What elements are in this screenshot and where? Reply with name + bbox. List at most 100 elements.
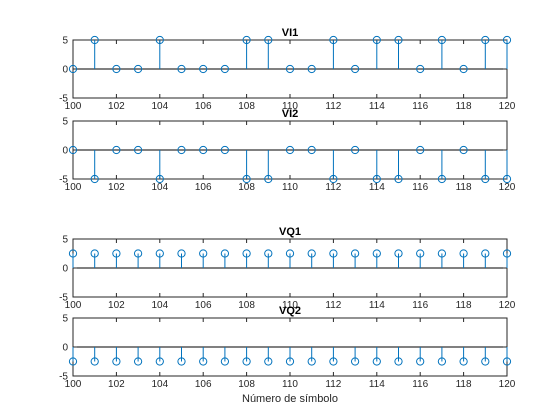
x-tick-label: 104 (151, 182, 168, 193)
x-tick-label: 102 (108, 300, 125, 311)
stem-marker (242, 35, 251, 45)
stem-marker (394, 357, 403, 366)
x-tick-label: 116 (412, 101, 428, 112)
stem-marker (307, 145, 316, 155)
x-tick-label: 110 (282, 101, 298, 112)
x-tick-label: 112 (325, 379, 341, 390)
x-tick-label: 100 (65, 101, 82, 112)
x-tick-label: 120 (499, 300, 516, 311)
x-tick-label: 110 (282, 182, 298, 193)
subplot-vq2: VQ2 100 102 104 106 108 110 112 114 116 118 120 5 0 -5 (59, 305, 516, 390)
subplot-title: VI2 (282, 108, 299, 120)
y-tick-label: -5 (59, 94, 68, 105)
subplot-title: VQ1 (279, 226, 301, 238)
stem-marker (372, 357, 381, 366)
stem-marker (134, 64, 143, 74)
x-tick-label: 108 (238, 182, 255, 193)
stem-marker (90, 35, 99, 45)
x-tick-label: 118 (456, 300, 472, 311)
stem-marker (329, 249, 338, 258)
x-tick-label: 120 (499, 379, 516, 390)
stem-marker (459, 249, 468, 258)
stem-marker (112, 64, 121, 74)
stem-marker (285, 145, 295, 155)
x-tick-label: 106 (195, 300, 212, 311)
x-tick-label: 112 (325, 300, 341, 311)
stem-marker (134, 249, 143, 258)
x-tick-label: 108 (238, 300, 255, 311)
y-tick-label: 5 (62, 235, 68, 246)
x-tick-label: 118 (456, 379, 472, 390)
stem-marker (68, 145, 78, 155)
stem-marker (394, 174, 403, 184)
x-tick-label: 104 (151, 101, 168, 112)
stem-marker (329, 35, 338, 45)
x-tick-label: 106 (195, 182, 212, 193)
stem-marker (220, 145, 229, 155)
stem-marker (372, 35, 381, 45)
stem-marker (437, 35, 446, 45)
x-tick-label: 116 (412, 182, 428, 193)
y-tick-label: 0 (62, 264, 68, 275)
stem-marker (481, 357, 490, 366)
y-tick-label: 0 (62, 65, 68, 76)
stem-marker (459, 64, 468, 74)
stem-marker (307, 357, 316, 366)
x-tick-label: 116 (412, 300, 428, 311)
stem-marker (220, 357, 229, 366)
x-tick-label: 114 (369, 300, 385, 311)
y-tick-label: -5 (59, 175, 68, 186)
stem-marker (155, 174, 164, 184)
stem-marker (242, 174, 251, 184)
x-tick-label: 120 (499, 101, 516, 112)
stem-marker (112, 145, 121, 155)
stem-marker (394, 35, 403, 45)
x-tick-label: 108 (238, 379, 255, 390)
stem-marker (351, 64, 360, 74)
stem-marker (285, 249, 295, 258)
subplot-title: VQ2 (279, 305, 301, 317)
x-tick-label: 106 (195, 101, 212, 112)
x-tick-label: 120 (499, 182, 516, 193)
x-tick-label: 104 (151, 300, 168, 311)
x-tick-label: 110 (282, 300, 298, 311)
subplot-title: VI1 (282, 27, 299, 39)
stem-marker (264, 357, 273, 366)
stem-marker (112, 357, 121, 366)
x-tick-label: 118 (456, 182, 472, 193)
stem-marker (416, 249, 425, 258)
subplot-vi2: VI2 100 102 104 106 108 110 112 114 116 118 120 5 0 -5 (59, 108, 516, 193)
stem-marker (502, 357, 512, 366)
stem-marker (481, 249, 490, 258)
x-tick-label: 116 (412, 379, 428, 390)
stem-marker (134, 145, 143, 155)
stem-marker (459, 145, 468, 155)
stem-marker (68, 64, 78, 74)
stem-marker (134, 357, 143, 366)
stem-marker (242, 249, 251, 258)
stem-marker (155, 249, 164, 258)
subplot-vi1: VI1 100 102 104 106 108 110 112 114 116 118 120 5 0 -5 (59, 27, 516, 112)
stem-marker (351, 357, 360, 366)
subplot-vq1: VQ1 100 102 104 106 108 110 112 114 116 118 120 5 0 -5 (59, 226, 516, 311)
x-tick-label: 114 (369, 101, 385, 112)
y-tick-label: -5 (59, 293, 68, 304)
x-tick-label: 100 (65, 300, 82, 311)
stem-marker (90, 174, 99, 184)
x-tick-label: 114 (369, 182, 385, 193)
stem-marker (264, 174, 273, 184)
y-tick-label: 5 (62, 36, 68, 47)
stem-marker (329, 357, 338, 366)
stem-marker (437, 249, 446, 258)
x-tick-label: 100 (65, 379, 82, 390)
y-tick-label: 0 (62, 146, 68, 157)
stem-marker (199, 145, 208, 155)
x-axis-label: Número de símbolo (242, 393, 338, 405)
stem-marker (481, 35, 490, 45)
stem-marker (437, 357, 446, 366)
x-tick-label: 110 (282, 379, 298, 390)
stem-marker (155, 35, 164, 45)
stem-marker (264, 249, 273, 258)
